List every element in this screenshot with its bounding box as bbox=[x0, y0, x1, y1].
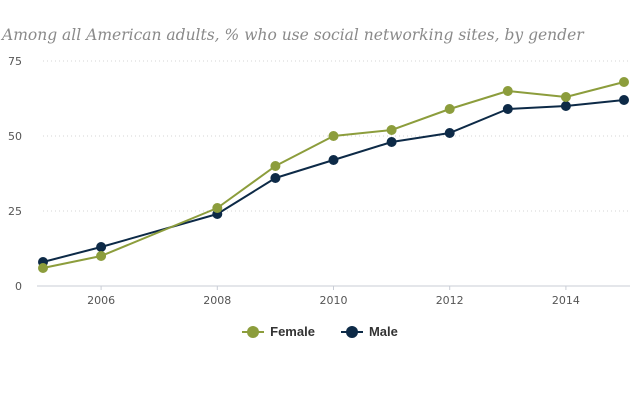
x-tick-label-2012: 2012 bbox=[436, 294, 464, 307]
data-point-male-2009 bbox=[270, 173, 281, 183]
data-point-female-2015 bbox=[619, 77, 629, 87]
x-tick-label-2008: 2008 bbox=[203, 294, 231, 307]
x-tick-label-2014: 2014 bbox=[552, 294, 580, 307]
data-point-male-2013 bbox=[502, 104, 513, 114]
data-point-female-2010 bbox=[328, 131, 339, 141]
data-point-female-2012 bbox=[444, 104, 455, 114]
data-point-male-2011 bbox=[386, 137, 397, 147]
data-point-female-2011 bbox=[386, 125, 397, 135]
data-point-female-2014 bbox=[560, 92, 571, 102]
x-tick-label-2006: 2006 bbox=[87, 294, 115, 307]
data-point-female-2006 bbox=[96, 251, 107, 261]
chart-title: Among all American adults, % who use soc… bbox=[2, 26, 584, 44]
series-line-female bbox=[42, 81, 625, 269]
legend-item-female[interactable]: Female bbox=[242, 324, 315, 339]
legend-swatch-female bbox=[242, 325, 265, 339]
data-point-female-2005 bbox=[38, 263, 48, 273]
data-point-female-2013 bbox=[502, 86, 513, 96]
legend-swatch-male bbox=[340, 325, 363, 339]
legend-label-female: Female bbox=[270, 324, 315, 339]
data-point-male-2015 bbox=[619, 95, 629, 105]
data-point-male-2006 bbox=[96, 242, 107, 252]
y-tick-label-50: 50 bbox=[8, 130, 22, 143]
y-tick-label-0: 0 bbox=[15, 280, 22, 293]
legend: Female Male bbox=[0, 324, 640, 339]
legend-label-male: Male bbox=[368, 324, 398, 339]
y-tick-label-75: 75 bbox=[8, 55, 22, 68]
data-point-female-2008 bbox=[212, 203, 223, 213]
data-point-female-2009 bbox=[270, 161, 281, 171]
data-point-male-2010 bbox=[328, 155, 339, 165]
data-point-male-2014 bbox=[560, 101, 571, 111]
legend-item-male[interactable]: Male bbox=[340, 324, 398, 339]
x-tick-label-2010: 2010 bbox=[320, 294, 348, 307]
data-point-male-2012 bbox=[444, 128, 455, 138]
series-line-male bbox=[42, 99, 625, 263]
y-tick-label-25: 25 bbox=[8, 205, 22, 218]
